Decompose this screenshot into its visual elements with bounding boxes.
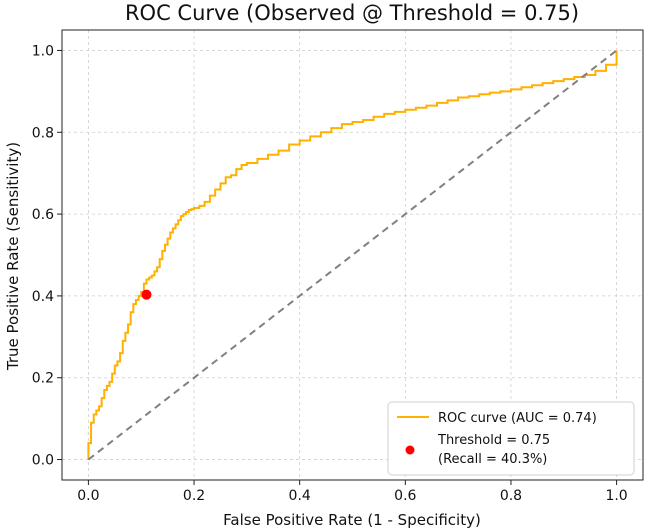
legend-roc-label: ROC curve (AUC = 0.74) <box>438 411 597 426</box>
y-tick-label: 0.2 <box>32 371 54 387</box>
x-tick-label: 1.0 <box>605 488 627 504</box>
y-tick-label: 0.4 <box>32 289 54 305</box>
grid <box>62 30 643 480</box>
x-tick-label: 0.4 <box>289 488 311 504</box>
y-tick-label: 0.6 <box>32 207 54 223</box>
legend-threshold-marker <box>405 445 415 455</box>
axes <box>61 29 644 481</box>
plot-frame <box>61 29 644 481</box>
y-tick-label: 1.0 <box>32 43 54 59</box>
threshold-point <box>141 289 152 300</box>
markers-layer <box>141 289 152 300</box>
legend-recall-label: (Recall = 40.3%) <box>438 452 547 467</box>
ticks: 0.0 0.2 0.4 0.6 0.8 1.0 0.0 0.2 0.4 0.6 0.8 1.0 <box>32 43 628 504</box>
series-layer <box>87 49 618 461</box>
diagonal-baseline <box>87 49 618 461</box>
x-tick-label: 0.0 <box>77 488 99 504</box>
x-tick-label: 0.6 <box>394 488 416 504</box>
x-tick-label: 0.2 <box>183 488 205 504</box>
y-tick-label: 0.8 <box>32 125 54 141</box>
y-tick-label: 0.0 <box>32 453 54 469</box>
x-axis-label: False Positive Rate (1 - Specificity) <box>223 511 481 529</box>
chart-title: ROC Curve (Observed @ Threshold = 0.75) <box>125 1 579 25</box>
x-tick-label: 0.8 <box>500 488 522 504</box>
legend: ROC curve (AUC = 0.74) Threshold = 0.75 … <box>387 401 635 476</box>
y-axis-label: True Positive Rate (Sensitivity) <box>4 142 22 371</box>
legend-box <box>387 401 635 476</box>
legend-threshold-label: Threshold = 0.75 <box>437 433 550 448</box>
roc-curve-line <box>87 50 618 460</box>
